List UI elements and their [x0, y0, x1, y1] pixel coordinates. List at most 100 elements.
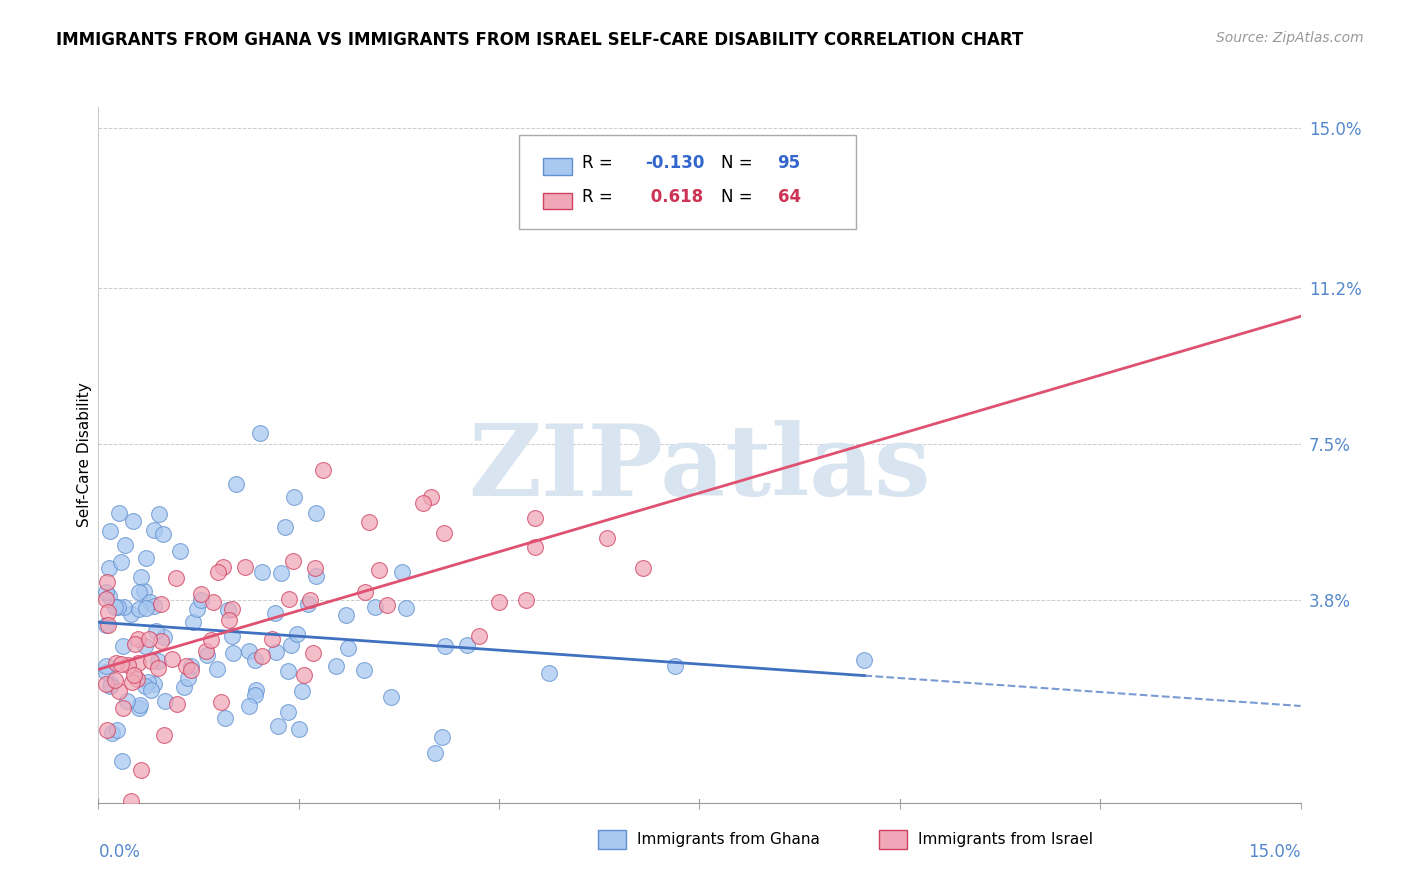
Point — [138, 595, 160, 609]
Point — [143, 599, 166, 613]
Point — [249, 425, 271, 440]
Text: -0.130: -0.130 — [645, 153, 704, 171]
Point — [96, 592, 118, 607]
Point — [277, 664, 299, 678]
Point — [202, 595, 225, 609]
Point — [143, 677, 166, 691]
Point — [97, 590, 120, 604]
Point — [434, 639, 457, 653]
Point — [127, 657, 149, 671]
Point — [122, 668, 145, 682]
Text: ZIPatlas: ZIPatlas — [468, 420, 931, 517]
Point — [104, 673, 127, 687]
Point — [488, 594, 510, 608]
Point — [112, 599, 135, 614]
Point — [139, 654, 162, 668]
Point — [110, 555, 132, 569]
Point — [111, 701, 134, 715]
Point — [174, 658, 197, 673]
Point — [97, 561, 120, 575]
Point — [412, 496, 434, 510]
Point — [117, 693, 139, 707]
Point — [165, 571, 187, 585]
Point — [335, 607, 357, 622]
Point — [225, 476, 247, 491]
Point — [190, 592, 212, 607]
Text: 64: 64 — [778, 188, 801, 206]
Point — [218, 613, 240, 627]
Point — [128, 701, 150, 715]
Text: Source: ZipAtlas.com: Source: ZipAtlas.com — [1216, 31, 1364, 45]
Point — [150, 597, 173, 611]
Point — [153, 630, 176, 644]
Point — [274, 520, 297, 534]
Point — [302, 646, 325, 660]
Point — [267, 719, 290, 733]
Point — [169, 544, 191, 558]
Point — [153, 728, 176, 742]
Point — [325, 659, 347, 673]
Point — [104, 600, 127, 615]
Point — [194, 644, 217, 658]
Point — [245, 682, 267, 697]
Point — [305, 507, 328, 521]
Point — [299, 592, 322, 607]
Point — [138, 632, 160, 647]
Point — [190, 587, 212, 601]
Point — [432, 730, 454, 744]
Point — [456, 638, 478, 652]
Point — [305, 568, 328, 582]
Point — [283, 490, 305, 504]
Point — [136, 675, 159, 690]
Point — [96, 723, 118, 737]
Point — [631, 561, 654, 575]
Point — [134, 639, 156, 653]
Point — [129, 570, 152, 584]
Point — [395, 601, 418, 615]
Point — [853, 653, 876, 667]
Point — [238, 699, 260, 714]
Point — [337, 640, 360, 655]
Point — [96, 665, 118, 679]
Point — [148, 507, 170, 521]
Point — [186, 601, 208, 615]
Text: R =: R = — [582, 153, 617, 171]
Text: R =: R = — [582, 188, 617, 206]
Point — [135, 600, 157, 615]
Point — [96, 584, 118, 599]
Point — [277, 705, 299, 719]
Point — [250, 565, 273, 579]
Point — [180, 663, 202, 677]
Point — [467, 629, 489, 643]
Point — [124, 637, 146, 651]
Point — [524, 540, 547, 554]
Point — [207, 565, 229, 579]
Point — [280, 638, 302, 652]
Point — [139, 682, 162, 697]
Point — [128, 584, 150, 599]
Point — [260, 632, 283, 646]
Point — [97, 618, 120, 632]
Point — [205, 662, 228, 676]
Point — [96, 618, 118, 632]
Point — [538, 665, 561, 680]
Point — [278, 592, 301, 607]
Point — [120, 607, 142, 621]
FancyBboxPatch shape — [543, 193, 572, 210]
Y-axis label: Self-Care Disability: Self-Care Disability — [77, 383, 91, 527]
Text: 95: 95 — [778, 153, 801, 171]
Point — [152, 526, 174, 541]
Point — [270, 566, 292, 581]
Point — [98, 679, 121, 693]
Text: N =: N = — [721, 153, 758, 171]
Point — [146, 661, 169, 675]
Point — [114, 538, 136, 552]
Point — [391, 565, 413, 579]
Point — [285, 627, 308, 641]
Point — [195, 648, 218, 662]
Point — [143, 523, 166, 537]
Point — [288, 722, 311, 736]
Point — [380, 690, 402, 705]
Point — [173, 680, 195, 694]
Point — [304, 561, 326, 575]
